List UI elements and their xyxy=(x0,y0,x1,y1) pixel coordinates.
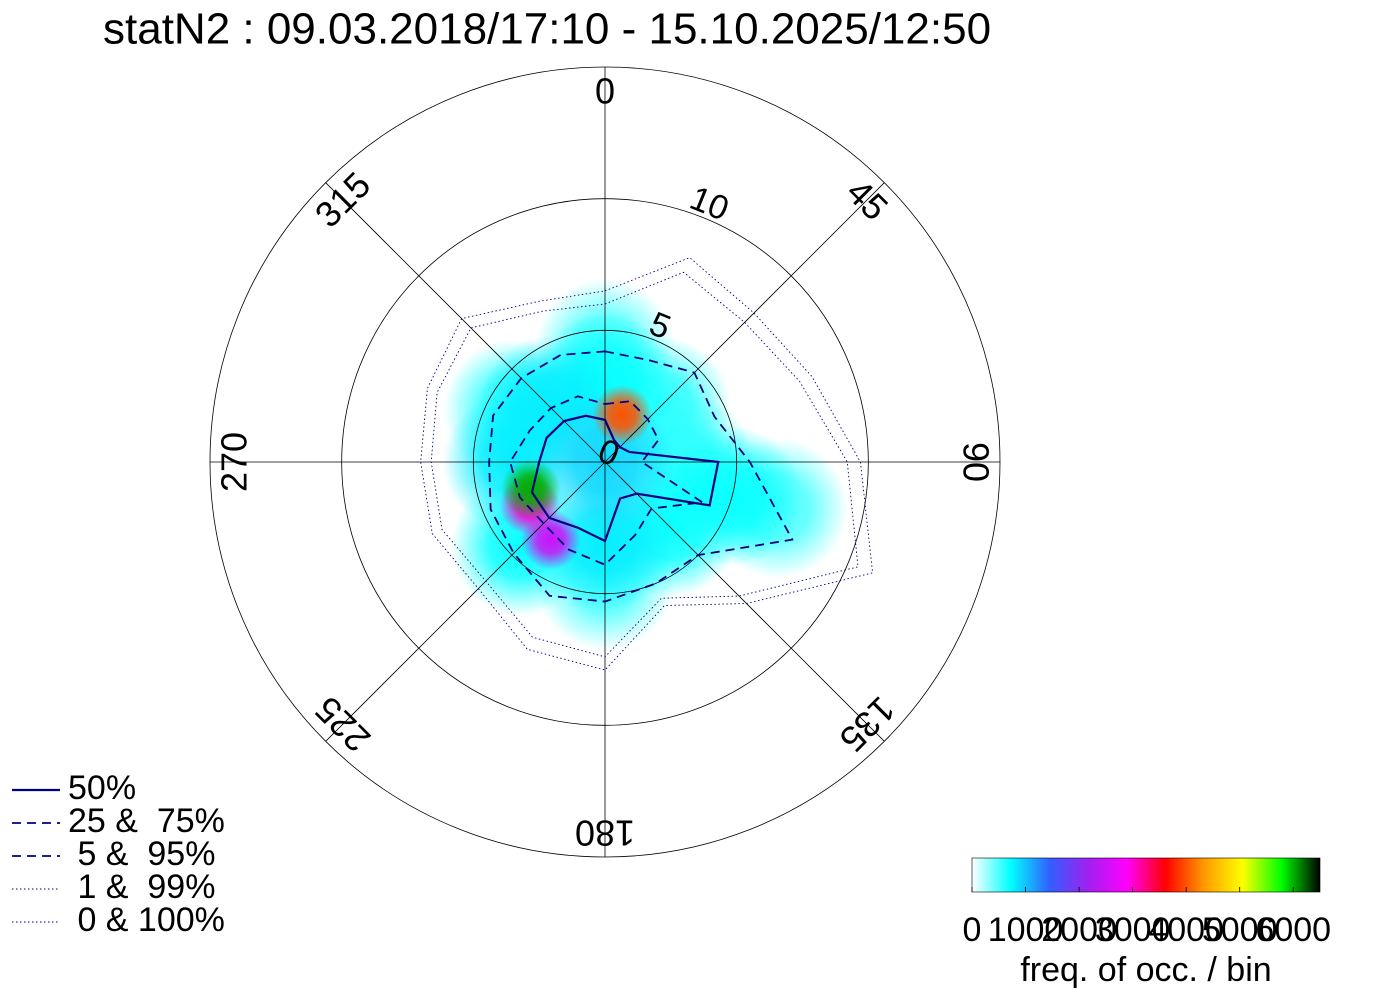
colorbar-tick-label: 0 xyxy=(963,911,982,949)
theta-tick-label: 270 xyxy=(213,432,254,492)
colorbar-tick-label: 6000 xyxy=(1255,911,1331,949)
spoke xyxy=(325,461,606,742)
chart-title: statN2 : 09.03.2018/17:10 - 15.10.2025/1… xyxy=(103,5,991,54)
spoke xyxy=(604,182,885,463)
density-cell xyxy=(592,384,653,445)
contour xyxy=(488,350,794,603)
theta-tick-label: 180 xyxy=(575,813,635,854)
contour xyxy=(530,414,720,543)
colorbar-tick-label: 5000 xyxy=(1202,911,1278,949)
density-cell xyxy=(500,459,561,520)
colorbar-tick-label: 1000 xyxy=(988,911,1064,949)
legend-label: 0 & 100% xyxy=(68,901,225,939)
colorbar-label: freq. of occ. / bin xyxy=(1020,951,1271,989)
legend-label: 50% xyxy=(68,769,136,807)
colorbar-tick-label: 3000 xyxy=(1095,911,1171,949)
colorbar xyxy=(971,857,1321,893)
r-tick-label: 10 xyxy=(685,179,734,228)
theta-tick-label: 90 xyxy=(956,442,997,482)
contour xyxy=(420,257,874,671)
legend-label: 1 & 99% xyxy=(68,868,215,906)
spoke xyxy=(325,182,606,463)
theta-tick-label: 0 xyxy=(595,70,615,111)
contour xyxy=(509,395,705,566)
legend-label: 25 & 75% xyxy=(68,802,225,840)
colorbar-tick-label: 2000 xyxy=(1041,911,1117,949)
legend-label: 5 & 95% xyxy=(68,835,215,873)
colorbar-tick-label: 4000 xyxy=(1148,911,1224,949)
contour xyxy=(430,271,859,658)
